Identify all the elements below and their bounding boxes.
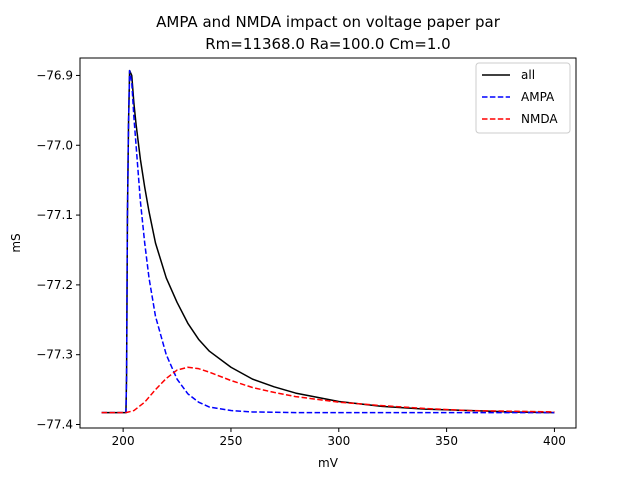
y-tick-label: −77.4 <box>36 418 73 432</box>
y-tick-label: −77.0 <box>36 138 73 152</box>
series-line-nmda <box>101 366 555 414</box>
legend-label-ampa: AMPA <box>521 90 555 104</box>
legend-label-all: all <box>521 68 535 82</box>
x-tick-label: 300 <box>327 434 350 448</box>
y-tick-label: −76.9 <box>36 68 73 82</box>
y-axis: −77.4 −77.3 −77.2 −77.1 −77.0 −76.9 <box>36 68 80 432</box>
x-axis-label: mV <box>318 456 339 470</box>
y-tick-label: −77.1 <box>36 208 73 222</box>
y-tick-label: −77.3 <box>36 348 73 362</box>
x-tick-label: 250 <box>220 434 243 448</box>
chart-subtitle: Rm=11368.0 Ra=100.0 Cm=1.0 <box>205 35 450 53</box>
chart-title: AMPA and NMDA impact on voltage paper pa… <box>156 13 501 31</box>
legend-box <box>475 62 571 134</box>
y-axis-label: mS <box>9 233 23 252</box>
x-tick-label: 400 <box>543 434 566 448</box>
y-tick-label: −77.2 <box>36 278 73 292</box>
plot-area <box>101 69 555 414</box>
x-tick-label: 350 <box>435 434 458 448</box>
series-line-ampa <box>101 69 555 414</box>
plot-frame <box>79 57 577 429</box>
x-axis: 200 250 300 350 400 <box>112 428 566 448</box>
legend: all AMPA NMDA <box>475 62 571 134</box>
x-tick-label: 200 <box>112 434 135 448</box>
legend-label-nmda: NMDA <box>521 112 558 126</box>
